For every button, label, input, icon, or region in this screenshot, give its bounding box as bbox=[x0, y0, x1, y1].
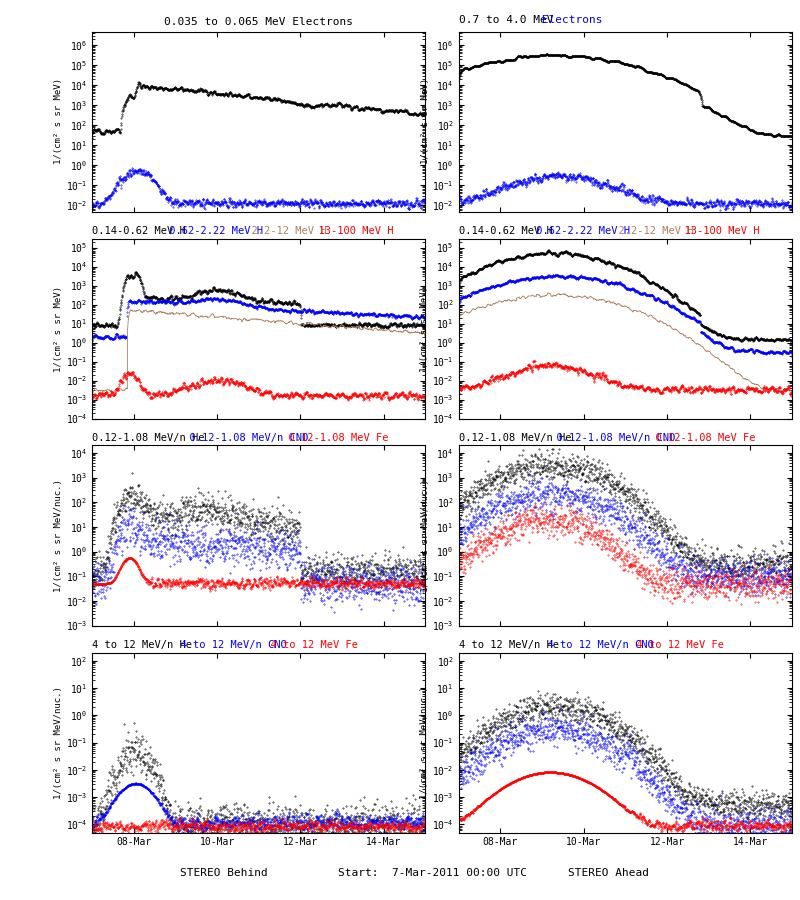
Y-axis label: 1/(cm² s sr MeV): 1/(cm² s sr MeV) bbox=[421, 285, 430, 372]
Text: 4 to 12 MeV Fe: 4 to 12 MeV Fe bbox=[258, 640, 358, 650]
Text: STEREO Behind: STEREO Behind bbox=[180, 868, 268, 878]
Y-axis label: 1/(cm² s sr MeV): 1/(cm² s sr MeV) bbox=[54, 78, 63, 165]
Text: Start:  7-Mar-2011 00:00 UTC: Start: 7-Mar-2011 00:00 UTC bbox=[338, 868, 526, 878]
Y-axis label: 1/(cm² s sr MeV/nuc.): 1/(cm² s sr MeV/nuc.) bbox=[54, 479, 63, 592]
Text: 13-100 MeV H: 13-100 MeV H bbox=[672, 226, 760, 236]
Y-axis label: 1/(cm² s sr MeV): 1/(cm² s sr MeV) bbox=[54, 285, 62, 372]
Y-axis label: 1/(cm² s sr MeV/nuc.): 1/(cm² s sr MeV/nuc.) bbox=[421, 479, 430, 592]
Text: 0.14-0.62 MeV H: 0.14-0.62 MeV H bbox=[92, 226, 186, 236]
Text: 4 to 12 MeV/n CNO: 4 to 12 MeV/n CNO bbox=[168, 640, 286, 650]
Text: 0.14-0.62 MeV H: 0.14-0.62 MeV H bbox=[458, 226, 553, 236]
Text: 13-100 MeV H: 13-100 MeV H bbox=[306, 226, 393, 236]
Text: 4 to 12 MeV/n He: 4 to 12 MeV/n He bbox=[92, 640, 192, 650]
Text: 4 to 12 MeV Fe: 4 to 12 MeV Fe bbox=[624, 640, 724, 650]
Text: 0.12-1.08 MeV Fe: 0.12-1.08 MeV Fe bbox=[276, 433, 389, 443]
Text: 0.12-1.08 MeV/n CNO: 0.12-1.08 MeV/n CNO bbox=[544, 433, 675, 443]
Text: 0.035 to 0.065 MeV Electrons: 0.035 to 0.065 MeV Electrons bbox=[164, 17, 353, 27]
Text: 0.12-1.08 MeV/n He: 0.12-1.08 MeV/n He bbox=[458, 433, 571, 443]
Text: 0.7 to 4.0 MeV: 0.7 to 4.0 MeV bbox=[458, 15, 553, 25]
Text: 0.12-1.08 MeV Fe: 0.12-1.08 MeV Fe bbox=[643, 433, 755, 443]
Text: 4 to 12 MeV/n CNO: 4 to 12 MeV/n CNO bbox=[534, 640, 654, 650]
Text: 0.62-2.22 MeV H: 0.62-2.22 MeV H bbox=[530, 226, 630, 236]
Text: 4 to 12 MeV/n He: 4 to 12 MeV/n He bbox=[458, 640, 558, 650]
Text: 0.12-1.08 MeV/n He: 0.12-1.08 MeV/n He bbox=[92, 433, 205, 443]
Text: 2.2-12 MeV H: 2.2-12 MeV H bbox=[239, 226, 326, 236]
Y-axis label: 1/(cm² s sr MeV/nuc.): 1/(cm² s sr MeV/nuc.) bbox=[54, 686, 62, 799]
Text: 0.12-1.08 MeV/n CNO: 0.12-1.08 MeV/n CNO bbox=[177, 433, 308, 443]
Y-axis label: 1/(cm² s sr MeV): 1/(cm² s sr MeV) bbox=[421, 78, 430, 165]
Y-axis label: 1/(cm² s sr MeV/nuc.): 1/(cm² s sr MeV/nuc.) bbox=[421, 686, 430, 799]
Text: STEREO Ahead: STEREO Ahead bbox=[567, 868, 649, 878]
Text: 0.62-2.22 MeV H: 0.62-2.22 MeV H bbox=[163, 226, 263, 236]
Text: 2.2-12 MeV H: 2.2-12 MeV H bbox=[606, 226, 694, 236]
Text: Electrons: Electrons bbox=[534, 15, 602, 25]
